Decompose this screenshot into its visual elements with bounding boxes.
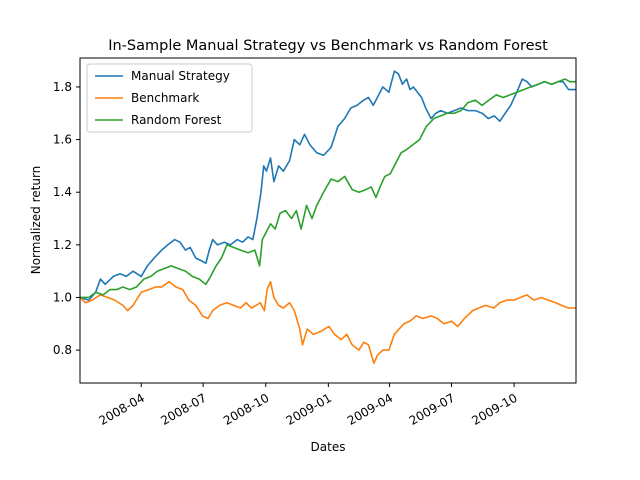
- y-tick-label: 1.0: [53, 290, 72, 304]
- series-line-benchmark: [79, 280, 576, 365]
- legend-label-manual-strategy: Manual Strategy: [131, 69, 230, 83]
- x-axis-title: Dates: [311, 440, 346, 454]
- y-tick-label: 1.6: [53, 133, 72, 147]
- legend: Manual Strategy Benchmark Random Forest: [86, 63, 253, 133]
- legend-box: [86, 63, 253, 133]
- y-axis: 0.8 1.0 1.2 1.4 1.6 1.8: [53, 80, 80, 357]
- y-tick-label: 1.2: [53, 238, 72, 252]
- legend-label-benchmark: Benchmark: [131, 91, 199, 105]
- legend-label-random-forest: Random Forest: [131, 113, 222, 127]
- y-axis-title: Normalized return: [29, 166, 43, 275]
- series-line-random-forest: [80, 78, 576, 299]
- y-tick-label: 1.4: [53, 185, 72, 199]
- y-tick-label: 0.8: [53, 343, 72, 357]
- chart-title: In-Sample Manual Strategy vs Benchmark v…: [108, 38, 548, 54]
- series-layer: [79, 70, 576, 365]
- series-line-manual-strategy: [79, 70, 576, 301]
- y-tick-label: 1.8: [53, 80, 72, 94]
